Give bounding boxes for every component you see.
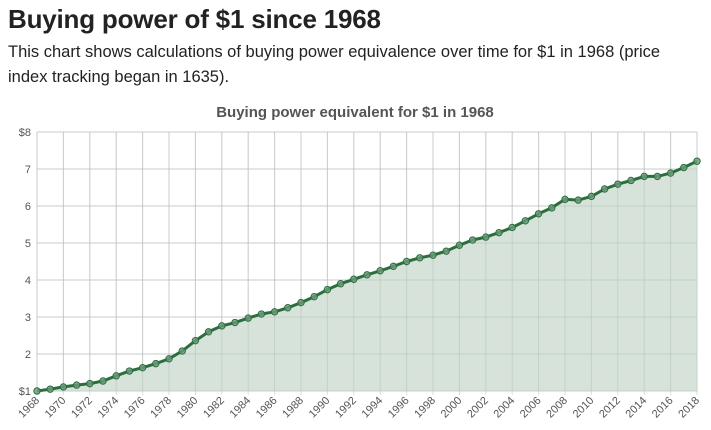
y-tick-label: 6 [25,201,31,213]
x-tick-label: 2008 [544,395,570,421]
y-tick-label: 5 [25,238,31,250]
data-point-1978 [165,355,173,363]
data-point-1971 [72,381,81,389]
x-tick-label: 2010 [571,395,597,421]
x-tick-label: 1986 [254,395,280,421]
data-point-1998 [429,251,437,259]
y-tick-label: 2 [25,349,31,361]
data-point-2009 [574,196,582,204]
x-tick-label: 1980 [175,395,201,421]
data-point-1982 [218,322,226,330]
data-point-2012 [614,180,622,188]
data-point-1981 [204,328,213,336]
data-point-2018 [693,157,701,165]
data-point-1976 [138,363,147,372]
data-point-2011 [600,185,609,193]
x-tick-label: 1990 [307,395,333,421]
x-tick-label: 1998 [412,395,438,421]
data-point-2002 [482,233,490,241]
x-tick-label: 1996 [386,395,412,421]
data-point-1996 [402,257,411,266]
y-tick-label: $1 [19,386,31,398]
data-point-2006 [534,210,543,218]
data-point-1980 [191,336,200,345]
data-point-2000 [455,241,464,249]
x-tick-label: 1978 [148,395,174,421]
data-point-2015 [653,172,662,181]
data-point-2004 [508,223,516,232]
data-point-1993 [363,271,371,279]
data-point-1973 [99,377,107,385]
data-point-1983 [231,318,239,327]
data-point-1979 [178,347,186,355]
data-point-2016 [666,169,675,177]
y-tick-label: 7 [25,164,31,176]
x-tick-label: 2004 [492,395,518,421]
x-tick-label: 2006 [518,395,544,421]
data-point-1994 [376,267,384,275]
point-layer [33,157,701,395]
data-point-2001 [468,236,477,244]
data-point-2017 [680,163,688,172]
data-point-1977 [152,359,160,368]
data-point-1974 [112,372,120,380]
y-tick-label: $8 [19,127,31,139]
x-axis: 1968 1970 1972 1974 1976 1978 1980 1982 1984 1986… [16,395,702,421]
x-tick-label: 1974 [96,395,122,421]
x-tick-label: 1968 [16,395,42,421]
data-point-1995 [389,262,398,271]
data-point-1985 [257,310,266,318]
x-tick-label: 1972 [69,395,95,421]
buying-power-chart: Buying power equivalent for $1 in 1968 $… [16,104,702,421]
x-tick-label: 2000 [439,395,465,421]
data-point-2010 [587,192,596,201]
y-tick-label: 4 [25,275,31,287]
data-point-2007 [548,204,556,212]
x-tick-label: 1984 [228,395,254,421]
data-point-1997 [416,254,424,262]
x-tick-label: 1982 [201,395,227,421]
x-tick-label: 2018 [676,395,702,421]
chart-title: Buying power equivalent for $1 in 1968 [216,104,494,121]
x-tick-label: 2014 [624,395,650,421]
data-point-2014 [640,172,648,181]
area-layer [36,131,698,392]
data-point-1975 [125,367,134,375]
data-point-1969 [46,385,54,393]
x-tick-label: 1994 [360,395,386,421]
data-point-1999 [442,247,450,255]
data-point-1988 [297,298,305,307]
data-point-1968 [33,387,41,395]
data-point-1990 [323,285,332,294]
data-point-2005 [521,217,530,225]
data-point-1984 [244,314,252,322]
data-point-1989 [310,292,318,301]
x-tick-label: 1970 [43,395,69,421]
page-description: This chart shows calculations of buying … [8,43,661,86]
y-axis: $1 2 3 4 5 6 7 $8 [19,127,31,398]
data-point-1987 [284,304,292,312]
data-point-1992 [350,275,358,283]
data-point-2008 [561,195,569,204]
data-point-1972 [86,379,94,388]
data-point-2003 [495,228,503,237]
x-tick-label: 1988 [280,395,306,421]
data-point-1991 [336,280,345,288]
data-point-1970 [59,383,68,391]
x-tick-label: 2012 [597,395,623,421]
x-tick-label: 2002 [465,395,491,421]
x-tick-label: 1976 [122,395,148,421]
data-point-1986 [270,308,279,316]
x-tick-label: 1992 [333,395,359,421]
data-point-2013 [627,176,635,185]
page-title: Buying power of $1 since 1968 [8,4,381,34]
x-tick-label: 2016 [650,395,676,421]
y-tick-label: 3 [25,312,31,324]
